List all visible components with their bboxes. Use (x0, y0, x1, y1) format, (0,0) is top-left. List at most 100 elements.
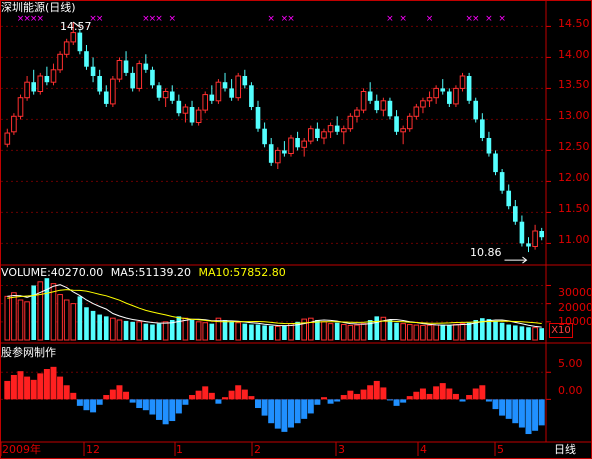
candle-body (50, 69, 57, 83)
indicator-bar (116, 385, 123, 400)
volume-bar (130, 321, 135, 340)
indicator-bar (195, 390, 202, 400)
candlestick-series (4, 22, 545, 253)
indicator-title: 股参网制作 (1, 346, 56, 359)
indicator-bar (281, 399, 288, 432)
volume-bar (215, 317, 222, 341)
volume-readout: VOLUME:40270.00 MA5:51139.20 MA10:57852.… (1, 266, 286, 279)
signal-marker: × (168, 14, 176, 24)
indicator-bar (380, 387, 387, 400)
indicator-bar (76, 399, 83, 406)
volume-bar (493, 320, 498, 340)
volume-bar (37, 281, 44, 341)
candle-body (123, 60, 129, 73)
candle-body (394, 116, 399, 132)
volume-bar (394, 322, 399, 340)
volume-bar (282, 325, 287, 340)
volume-bar (143, 323, 149, 340)
volume-bar (235, 322, 242, 341)
volume-bar (50, 283, 57, 341)
indicator-bar (307, 399, 314, 414)
volume-bar (17, 299, 24, 341)
volume-bar (262, 325, 267, 340)
candle-body (110, 78, 116, 105)
indicator-bar (294, 399, 301, 424)
ma5-value: MA5:51139.20 (110, 266, 191, 279)
candle-body (57, 53, 63, 71)
volume-bar (360, 323, 367, 341)
volume-bar (519, 326, 525, 340)
volume-bar (473, 320, 479, 340)
volume-bar (123, 320, 129, 340)
volume-bar (222, 320, 228, 340)
candle-body (453, 87, 459, 105)
candle-body (156, 85, 162, 98)
volume-bar (315, 320, 320, 340)
candle-body (242, 76, 248, 86)
volume-bar (499, 322, 505, 340)
indicator-bar (386, 399, 393, 401)
candle-body (189, 107, 195, 123)
volume-bar (459, 323, 466, 341)
indicator-bar (142, 399, 149, 411)
candle-body (340, 128, 347, 133)
volume-bar (288, 323, 294, 341)
period-button[interactable]: 日线 (554, 443, 576, 456)
candle-body (282, 150, 287, 154)
indicator-bar (459, 399, 466, 402)
volume-bar (169, 320, 175, 340)
volume-bar (195, 321, 202, 341)
volume-bar (321, 321, 327, 341)
volume-bar (31, 285, 36, 340)
volume-bar (242, 323, 248, 340)
candle-body (143, 63, 149, 70)
candle-body (354, 109, 360, 117)
indicator-bar (228, 390, 235, 400)
candle-body (307, 128, 314, 142)
date-label: 3 (338, 443, 345, 456)
high-price-label: 14.57 (60, 20, 92, 33)
indicator-bar (287, 399, 294, 428)
indicator-tick: 5.00 (558, 357, 583, 370)
candle-body (295, 138, 300, 148)
volume-bar (440, 324, 446, 340)
volume-unit-badge[interactable]: X10 (549, 323, 573, 338)
indicator-bar (96, 399, 103, 405)
indicator-bar (103, 395, 110, 400)
indicator-bar (439, 383, 446, 400)
price-tick: 11.00 (558, 233, 590, 246)
volume-bar (162, 321, 169, 341)
volume-bar (268, 325, 274, 340)
candle-body (84, 51, 89, 67)
volume-bar (90, 310, 96, 340)
candle-body (31, 82, 36, 92)
volume-bar (255, 324, 261, 340)
volume-bar (447, 325, 452, 340)
date-label: 4 (420, 443, 427, 456)
volume-bar (506, 324, 512, 340)
volume-bar (453, 323, 459, 341)
volume-bar (110, 317, 116, 341)
candle-body (493, 153, 498, 173)
indicator-bar (215, 399, 222, 404)
ma10-line (7, 289, 542, 325)
candle-body (327, 125, 334, 133)
candle-body (406, 115, 413, 130)
candle-body (169, 91, 175, 101)
indicator-bar (479, 385, 486, 400)
indicator-bar (261, 399, 268, 416)
indicator-bar (268, 399, 275, 424)
candle-body (176, 100, 182, 114)
volume-bar (176, 316, 182, 340)
volume-bar (182, 317, 189, 341)
indicator-bar (70, 392, 77, 400)
indicator-bar (175, 399, 182, 414)
candle-body (103, 91, 109, 104)
candle-body (4, 132, 11, 145)
indicator-bar (518, 399, 525, 428)
candle-body (387, 100, 393, 117)
candle-body (473, 100, 479, 120)
indicator-bar (340, 395, 347, 400)
